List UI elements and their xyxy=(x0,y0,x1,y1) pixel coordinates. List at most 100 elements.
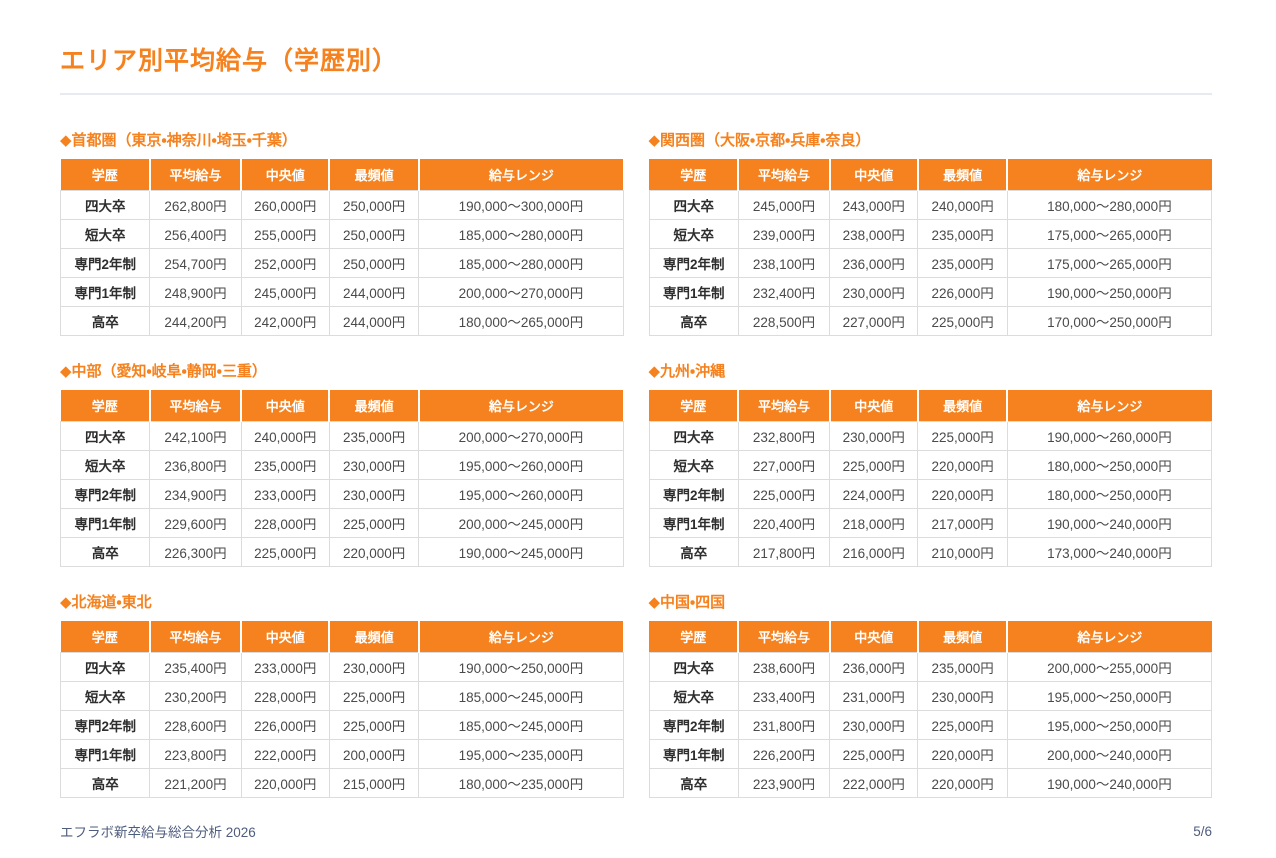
header-row: 学歴 平均給与 中央値 最頻値 給与レンジ xyxy=(60,390,623,422)
column-header: 学歴 xyxy=(60,390,151,422)
salary-table: 学歴 平均給与 中央値 最頻値 給与レンジ 四大卒 235,400円 233,000円 230,… xyxy=(59,621,624,798)
education-label-cell: 専門2年制 xyxy=(648,710,739,740)
value-cell: 230,000円 xyxy=(829,421,919,451)
page-footer: エフラボ新卒給与総合分析 2026 5/6 xyxy=(60,821,1212,841)
column-header: 最頻値 xyxy=(917,159,1009,191)
value-cell: 235,000円 xyxy=(917,219,1008,249)
value-cell: 180,000〜280,000円 xyxy=(1006,190,1213,220)
value-cell: 195,000〜235,000円 xyxy=(418,739,624,769)
value-cell: 200,000〜240,000円 xyxy=(1006,739,1213,769)
value-cell: 233,400円 xyxy=(737,681,831,711)
value-cell: 225,000円 xyxy=(917,710,1008,740)
column-header: 給与レンジ xyxy=(1007,621,1212,653)
value-cell: 238,000円 xyxy=(829,219,919,249)
salary-table-head: 学歴 平均給与 中央値 最頻値 給与レンジ xyxy=(60,159,623,191)
value-cell: 230,000円 xyxy=(328,479,420,509)
column-header: 平均給与 xyxy=(738,621,831,653)
education-label-cell: 専門1年制 xyxy=(648,508,739,538)
value-cell: 255,000円 xyxy=(240,219,330,249)
value-cell: 200,000円 xyxy=(328,739,420,769)
value-cell: 215,000円 xyxy=(328,768,420,798)
column-header: 最頻値 xyxy=(329,621,420,653)
column-header: 給与レンジ xyxy=(1007,390,1212,422)
area-section: ◆首都圏（東京・神奈川・埼玉・千葉） 学歴 平均給与 中央値 最頻値 給与レンジ 四大卒 26… xyxy=(59,132,624,336)
salary-table-body: 四大卒 245,000円 243,000円 240,000円 180,000〜280,0… xyxy=(648,190,1213,336)
value-cell: 223,900円 xyxy=(737,768,831,798)
education-label-cell: 短大卒 xyxy=(59,450,151,480)
column-header: 最頻値 xyxy=(917,390,1009,422)
value-cell: 235,000円 xyxy=(917,248,1008,278)
value-cell: 244,000円 xyxy=(328,306,420,336)
area-section: ◆中国・四国学歴 平均給与 中央値 最頻値 給与レンジ 四大卒 238,600円 236,00… xyxy=(648,594,1213,798)
salary-table-head: 学歴 平均給与 中央値 最頻値 給与レンジ xyxy=(60,621,623,653)
salary-table-head: 学歴 平均給与 中央値 最頻値 給与レンジ xyxy=(649,159,1212,191)
salary-table-body: 四大卒 262,800円 260,000円 250,000円 190,000〜300,0… xyxy=(59,190,624,336)
value-cell: 235,000円 xyxy=(240,450,330,480)
value-cell: 226,200円 xyxy=(737,739,831,769)
value-cell: 226,300円 xyxy=(149,537,242,567)
education-label-cell: 短大卒 xyxy=(648,219,739,249)
column-header: 給与レンジ xyxy=(418,159,623,191)
education-label-cell: 四大卒 xyxy=(648,652,739,682)
value-cell: 225,000円 xyxy=(917,306,1008,336)
value-cell: 238,100円 xyxy=(737,248,831,278)
value-cell: 228,500円 xyxy=(737,306,831,336)
column-header: 学歴 xyxy=(649,390,740,422)
education-label-cell: 四大卒 xyxy=(59,190,151,220)
area-section-title: ◆中国・四国 xyxy=(648,594,726,611)
value-cell: 216,000円 xyxy=(829,537,919,567)
salary-table-head: 学歴 平均給与 中央値 最頻値 給与レンジ xyxy=(649,390,1212,422)
value-cell: 230,000円 xyxy=(328,652,420,682)
value-cell: 185,000〜245,000円 xyxy=(418,710,624,740)
column-header: 中央値 xyxy=(241,621,331,653)
value-cell: 245,000円 xyxy=(737,190,831,220)
table-row: 短大卒 256,400円 255,000円 250,000円 185,000〜280,0… xyxy=(59,219,624,249)
education-label-cell: 短大卒 xyxy=(648,450,739,480)
education-label-cell: 四大卒 xyxy=(59,421,151,451)
education-label-cell: 高卒 xyxy=(59,306,151,336)
value-cell: 240,000円 xyxy=(240,421,330,451)
value-cell: 195,000〜260,000円 xyxy=(418,479,624,509)
value-cell: 175,000〜265,000円 xyxy=(1006,219,1213,249)
value-cell: 244,000円 xyxy=(328,277,420,307)
table-row: 短大卒 233,400円 231,000円 230,000円 195,000〜250,0… xyxy=(648,681,1213,711)
value-cell: 236,000円 xyxy=(829,248,919,278)
education-label-cell: 短大卒 xyxy=(648,681,739,711)
salary-table-body: 四大卒 242,100円 240,000円 235,000円 200,000〜270,0… xyxy=(59,421,624,567)
value-cell: 200,000〜270,000円 xyxy=(418,421,624,451)
salary-table: 学歴 平均給与 中央値 最頻値 給与レンジ 四大卒 245,000円 243,000円 240,… xyxy=(648,159,1213,336)
header-row: 学歴 平均給与 中央値 最頻値 給与レンジ xyxy=(60,159,623,191)
value-cell: 220,400円 xyxy=(737,508,831,538)
header-row: 学歴 平均給与 中央値 最頻値 給与レンジ xyxy=(649,621,1212,653)
area-section: ◆九州・沖縄 学歴 平均給与 中央値 最頻値 給与レンジ 四大卒 232,800円 230,00… xyxy=(648,363,1213,567)
value-cell: 190,000〜260,000円 xyxy=(1006,421,1213,451)
education-label-cell: 四大卒 xyxy=(648,421,739,451)
page-title: エリア別平均給与（学歴別） xyxy=(60,47,399,75)
value-cell: 235,000円 xyxy=(917,652,1008,682)
table-row: 専門2年制 228,600円 226,000円 225,000円 185,000〜245… xyxy=(59,710,624,740)
area-section: ◆関西圏（大阪・京都・兵庫・奈良） 学歴 平均給与 中央値 最頻値 給与レンジ 四大卒 245… xyxy=(648,132,1213,336)
value-cell: 228,000円 xyxy=(240,508,330,538)
value-cell: 220,000円 xyxy=(917,450,1008,480)
education-label-cell: 高卒 xyxy=(648,537,739,567)
column-header: 学歴 xyxy=(60,621,151,653)
value-cell: 190,000〜245,000円 xyxy=(418,537,624,567)
value-cell: 262,800円 xyxy=(149,190,242,220)
column-header: 平均給与 xyxy=(149,159,243,191)
area-section-title: ◆関西圏（大阪・京都・兵庫・奈良） xyxy=(648,132,871,149)
salary-table: 学歴 平均給与 中央値 最頻値 給与レンジ 四大卒 238,600円 236,000円 235,… xyxy=(648,621,1213,798)
table-row: 専門2年制 234,900円 233,000円 230,000円 195,000〜260… xyxy=(59,479,624,509)
salary-table: 学歴 平均給与 中央値 最頻値 給与レンジ 四大卒 242,100円 240,000円 235,… xyxy=(59,390,624,567)
value-cell: 250,000円 xyxy=(328,190,420,220)
table-row: 四大卒 238,600円 236,000円 235,000円 200,000〜255,0… xyxy=(648,652,1213,682)
area-section-title: ◆九州・沖縄 xyxy=(648,363,726,380)
table-row: 専門2年制 254,700円 252,000円 250,000円 185,000〜280… xyxy=(59,248,624,278)
value-cell: 200,000〜245,000円 xyxy=(418,508,624,538)
value-cell: 225,000円 xyxy=(917,421,1008,451)
table-row: 四大卒 262,800円 260,000円 250,000円 190,000〜300,0… xyxy=(59,190,624,220)
value-cell: 225,000円 xyxy=(328,681,420,711)
value-cell: 225,000円 xyxy=(240,537,330,567)
education-label-cell: 専門2年制 xyxy=(648,479,739,509)
value-cell: 240,000円 xyxy=(917,190,1008,220)
